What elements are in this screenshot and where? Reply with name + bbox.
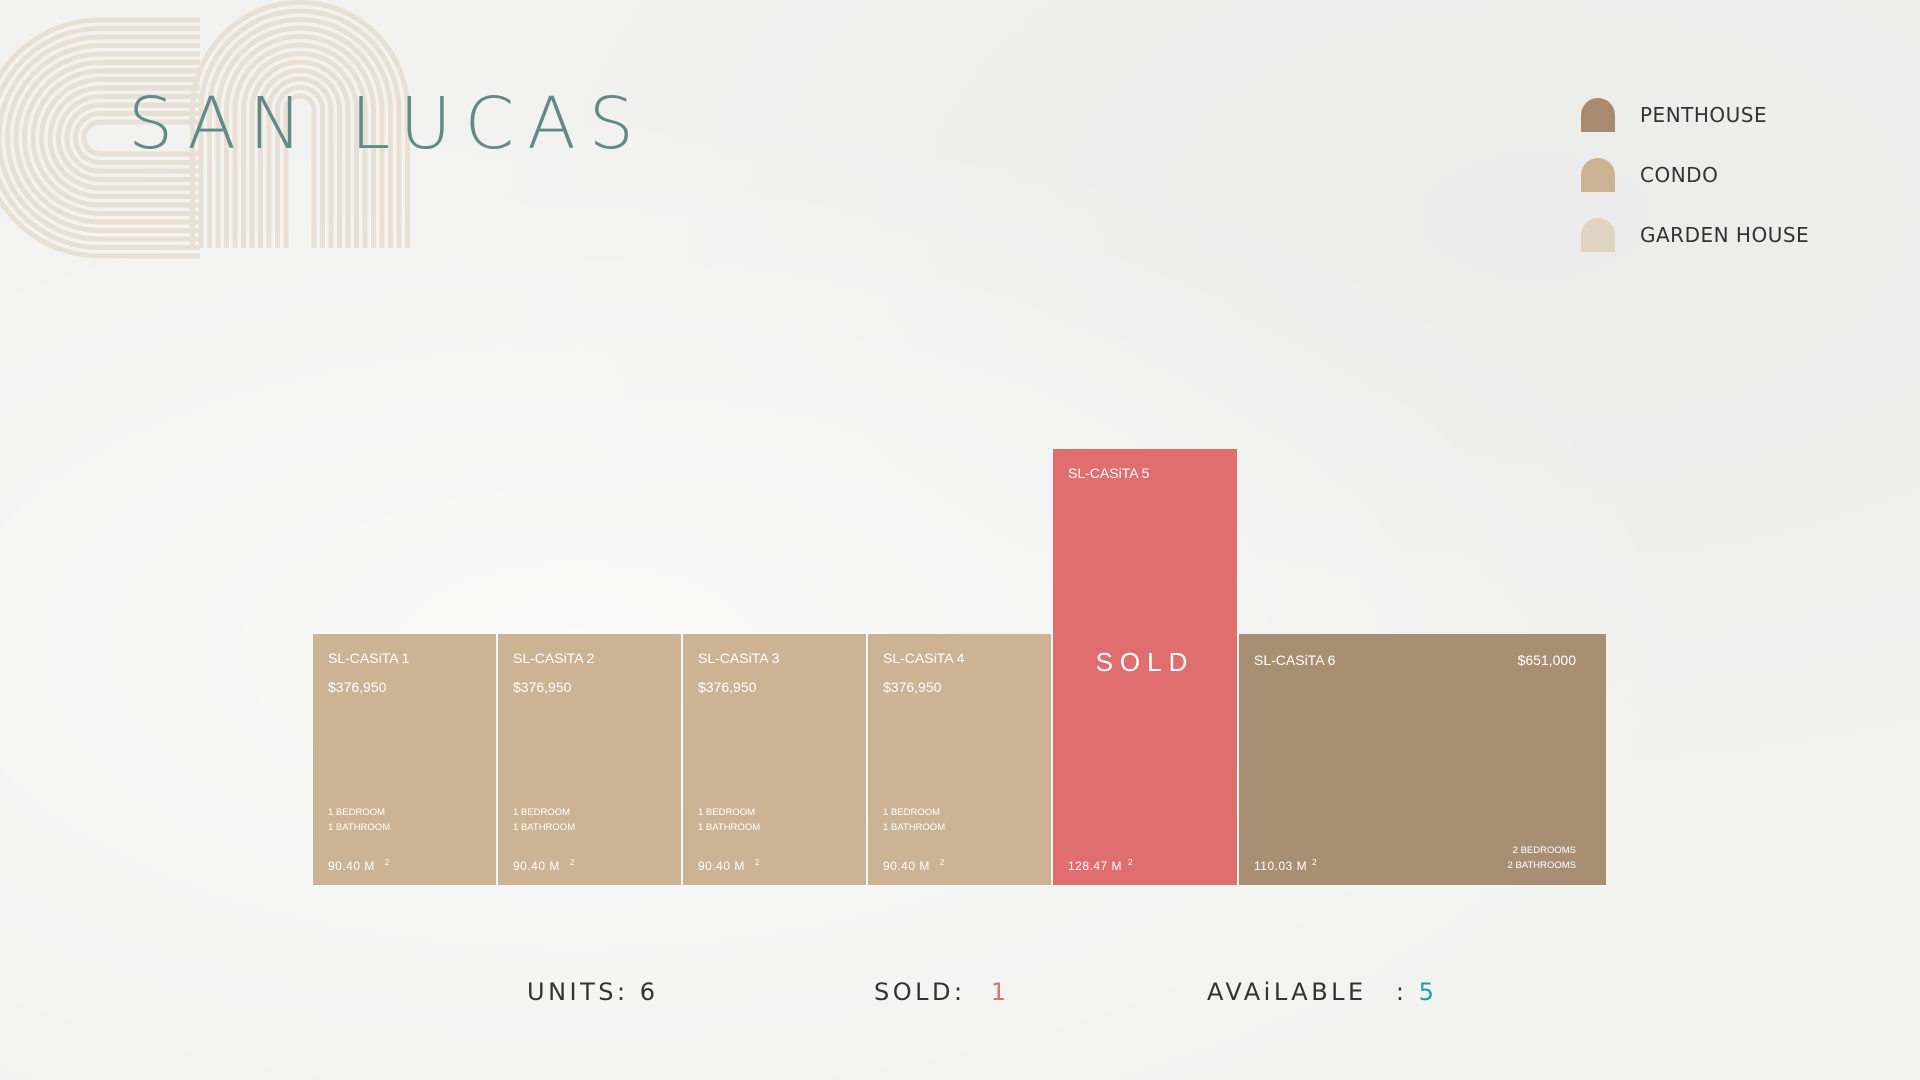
area-value: 90.40 M bbox=[513, 859, 560, 873]
bedrooms: 1 BEDROOM bbox=[698, 807, 756, 818]
unit-price: $651,000 bbox=[1517, 652, 1576, 668]
arch-line bbox=[207, 17, 393, 248]
arch-line bbox=[249, 59, 351, 248]
area-value: 90.40 M bbox=[883, 859, 930, 873]
unit-name: SL-CASiTA 2 bbox=[513, 650, 595, 666]
arch-line bbox=[47, 85, 200, 191]
arch-line bbox=[0, 26, 200, 250]
arch-line bbox=[241, 51, 359, 248]
arch-line bbox=[0, 17, 200, 259]
arch-line bbox=[232, 42, 368, 248]
units-count: UNITS: 6 bbox=[527, 978, 659, 1006]
arch-line bbox=[258, 68, 342, 248]
arch-line bbox=[56, 94, 200, 182]
arch-line bbox=[275, 85, 325, 248]
area-value: 90.40 M bbox=[698, 859, 745, 873]
bathrooms: 1 BATHROOM bbox=[698, 822, 761, 833]
arch-line bbox=[5, 43, 200, 233]
bathrooms: 1 BATHROOM bbox=[883, 822, 946, 833]
legend-item-garden-house: GARDEN HOUSE bbox=[1581, 218, 1809, 252]
unit-name: SL-CASiTA 5 bbox=[1068, 465, 1150, 481]
unit-casita-5-sold[interactable]: SL-CASiTA 5 SOLD 128.47 M 2 bbox=[1053, 449, 1237, 885]
area-sup: 2 bbox=[384, 858, 390, 867]
area-value: 110.03 M bbox=[1254, 859, 1308, 873]
unit-area: 128.47 M 2 bbox=[1068, 858, 1133, 873]
available-count: AVAiLABLE : 5 bbox=[1207, 978, 1437, 1006]
arch-line bbox=[190, 0, 410, 248]
area-sup: 2 bbox=[569, 858, 575, 867]
unit-casita-3[interactable]: SL-CASiTA 3 $376,950 1 BEDROOM 1 BATHROOM… bbox=[683, 634, 866, 885]
arch-icon bbox=[1581, 98, 1615, 132]
unit-rooms: 1 BEDROOM 1 BATHROOM bbox=[883, 805, 945, 835]
arch-line bbox=[13, 51, 200, 225]
unit-price: $376,950 bbox=[698, 679, 757, 695]
unit-casita-1[interactable]: SL-CASiTA 1 $376,950 1 BEDROOM 1 BATHROOM… bbox=[313, 634, 496, 885]
area-value: 90.40 M bbox=[328, 859, 375, 873]
unit-casita-4[interactable]: SL-CASiTA 4 $376,950 1 BEDROOM 1 BATHROOM… bbox=[868, 634, 1051, 885]
bedrooms: 1 BEDROOM bbox=[328, 807, 386, 818]
unit-rooms: 1 BEDROOM 1 BATHROOM bbox=[513, 805, 575, 835]
bedrooms: 1 BEDROOM bbox=[883, 807, 941, 818]
bathrooms: 1 BATHROOM bbox=[328, 822, 391, 833]
unit-area: 90.40 M 2 bbox=[883, 858, 945, 873]
sold-label: SOLD: bbox=[874, 978, 966, 1006]
arch-line bbox=[22, 60, 200, 216]
arch-line bbox=[198, 8, 402, 248]
units-label: UNITS: bbox=[527, 978, 629, 1006]
sold-label: SOLD bbox=[1095, 647, 1195, 677]
sold-count: SOLD: 1 bbox=[874, 978, 1009, 1006]
unit-rooms: 1 BEDROOM 1 BATHROOM bbox=[328, 805, 390, 835]
unit-area: 90.40 M 2 bbox=[698, 858, 760, 873]
unit-name: SL-CASiTA 3 bbox=[698, 650, 780, 666]
unit-name: SL-CASiTA 6 bbox=[1254, 652, 1336, 668]
unit-name: SL-CASiTA 4 bbox=[883, 650, 965, 666]
area-value: 128.47 M bbox=[1068, 859, 1123, 873]
arch-line bbox=[0, 34, 200, 242]
area-sup: 2 bbox=[939, 858, 945, 867]
bathrooms: 1 BATHROOM bbox=[513, 822, 576, 833]
legend: PENTHOUSE CONDO GARDEN HOUSE bbox=[1581, 98, 1809, 278]
unit-area: 90.40 M 2 bbox=[513, 858, 575, 873]
unit-rooms: 1 BEDROOM 1 BATHROOM bbox=[698, 805, 760, 835]
arch-line bbox=[73, 111, 200, 165]
sold-value: 1 bbox=[990, 978, 1010, 1006]
arch-lines-decoration bbox=[0, 0, 410, 259]
unit-price: $376,950 bbox=[328, 679, 387, 695]
area-sup: 2 bbox=[1128, 858, 1133, 867]
legend-item-penthouse: PENTHOUSE bbox=[1581, 98, 1809, 132]
arch-line bbox=[30, 68, 200, 208]
units-value: 6 bbox=[639, 978, 659, 1006]
arch-icon bbox=[1581, 158, 1615, 192]
arch-line bbox=[81, 119, 200, 157]
unit-area: 110.03 M 2 bbox=[1254, 858, 1317, 873]
bedrooms: 2 BEDROOMS bbox=[1512, 845, 1576, 856]
arch-line bbox=[215, 25, 385, 248]
unit-rooms: 2 BEDROOMS 2 BATHROOMS bbox=[1508, 843, 1576, 873]
unit-casita-2[interactable]: SL-CASiTA 2 $376,950 1 BEDROOM 1 BATHROOM… bbox=[498, 634, 681, 885]
available-value: 5 bbox=[1418, 978, 1438, 1006]
area-sup: 2 bbox=[1312, 858, 1318, 867]
arch-line bbox=[39, 77, 200, 199]
arch-line bbox=[64, 102, 200, 174]
legend-label: GARDEN HOUSE bbox=[1640, 223, 1810, 247]
legend-label: CONDO bbox=[1640, 163, 1719, 187]
page-title: SAN LUCAS bbox=[128, 82, 647, 165]
legend-item-condo: CONDO bbox=[1581, 158, 1809, 192]
available-label: AVAiLABLE bbox=[1207, 978, 1367, 1006]
arch-line bbox=[266, 76, 334, 248]
unit-casita-6[interactable]: SL-CASiTA 6 $651,000 2 BEDROOMS 2 BATHROO… bbox=[1239, 634, 1606, 885]
bathrooms: 2 BATHROOMS bbox=[1507, 860, 1576, 871]
unit-price: $376,950 bbox=[513, 679, 572, 695]
arch-line bbox=[283, 93, 317, 248]
bedrooms: 1 BEDROOM bbox=[513, 807, 571, 818]
unit-price: $376,950 bbox=[883, 679, 942, 695]
unit-name: SL-CASiTA 1 bbox=[328, 650, 410, 666]
area-sup: 2 bbox=[754, 858, 760, 867]
available-separator: : bbox=[1395, 978, 1408, 1006]
arch-line bbox=[224, 34, 376, 248]
legend-label: PENTHOUSE bbox=[1640, 103, 1768, 127]
arch-icon bbox=[1581, 218, 1615, 252]
unit-area: 90.40 M 2 bbox=[328, 858, 390, 873]
